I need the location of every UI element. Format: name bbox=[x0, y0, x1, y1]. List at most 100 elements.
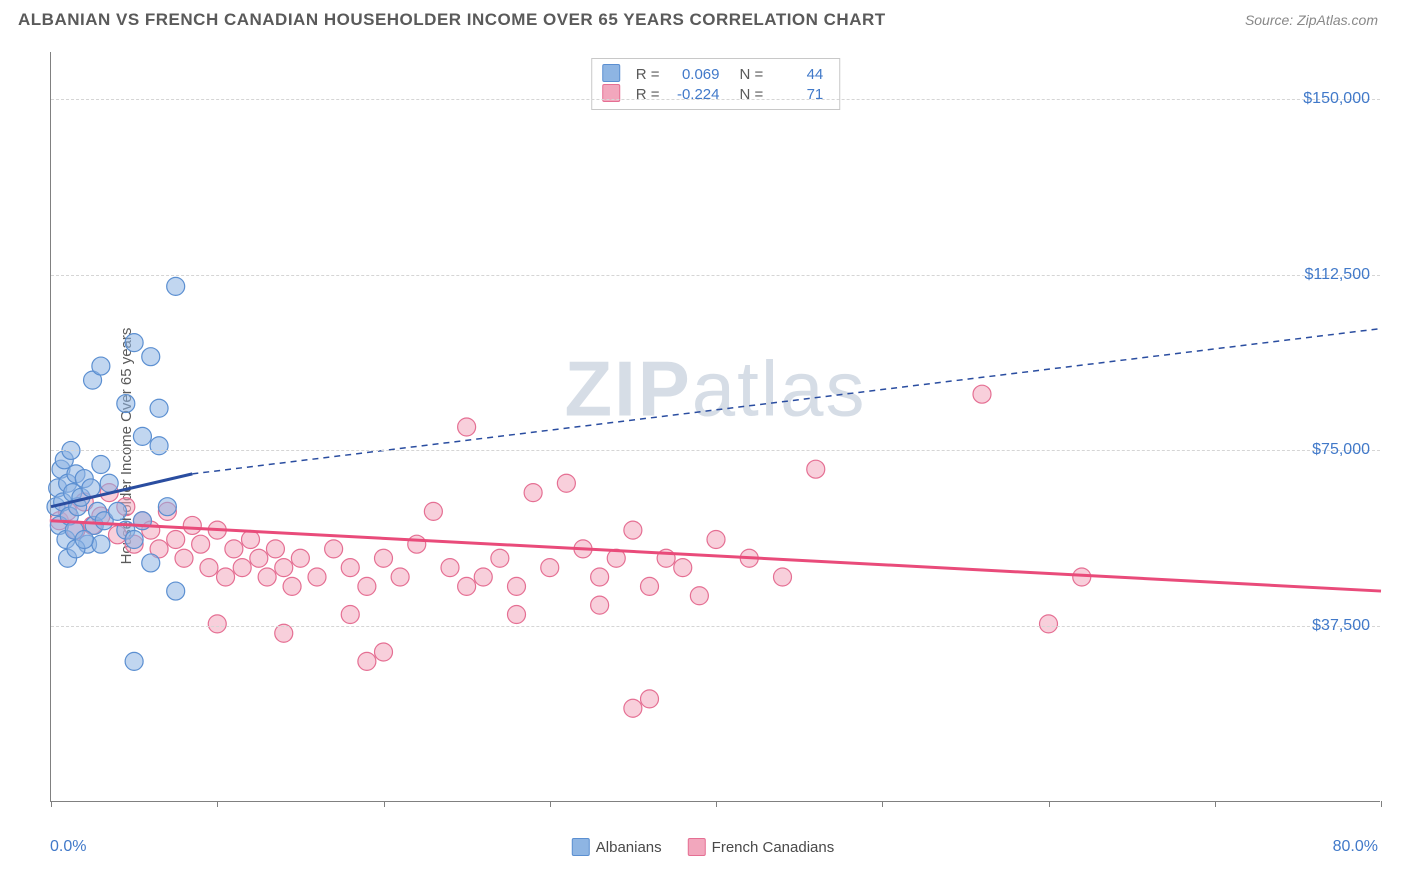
legend-swatch bbox=[602, 64, 620, 82]
data-point bbox=[75, 531, 93, 549]
data-point bbox=[325, 540, 343, 558]
data-point bbox=[109, 502, 127, 520]
stat-r-label: R = bbox=[636, 86, 660, 103]
data-point bbox=[175, 549, 193, 567]
data-point bbox=[391, 568, 409, 586]
stat-n-label: N = bbox=[740, 86, 764, 103]
data-point bbox=[92, 535, 110, 553]
data-point bbox=[142, 554, 160, 572]
data-point bbox=[408, 535, 426, 553]
legend-item: Albanians bbox=[572, 839, 662, 857]
gridline bbox=[51, 99, 1380, 100]
x-axis-min-label: 0.0% bbox=[50, 838, 86, 856]
data-point bbox=[441, 559, 459, 577]
data-point bbox=[524, 484, 542, 502]
data-point bbox=[117, 395, 135, 413]
data-point bbox=[250, 549, 268, 567]
legend-swatch bbox=[688, 838, 706, 856]
stat-n-value: 71 bbox=[773, 86, 823, 103]
y-tick-label: $112,500 bbox=[1304, 266, 1370, 284]
data-point bbox=[82, 479, 100, 497]
legend-swatch bbox=[572, 838, 590, 856]
y-tick-label: $37,500 bbox=[1312, 617, 1370, 635]
trend-line-dashed bbox=[192, 329, 1381, 474]
data-point bbox=[217, 568, 235, 586]
source-label: Source: ZipAtlas.com bbox=[1245, 12, 1378, 28]
stat-r-label: R = bbox=[636, 66, 660, 83]
data-point bbox=[474, 568, 492, 586]
chart-title: ALBANIAN VS FRENCH CANADIAN HOUSEHOLDER … bbox=[18, 10, 886, 30]
data-point bbox=[125, 531, 143, 549]
data-point bbox=[341, 559, 359, 577]
data-point bbox=[458, 418, 476, 436]
data-point bbox=[491, 549, 509, 567]
stats-legend-row: R = -0.224 N = 71 bbox=[602, 84, 824, 104]
data-point bbox=[1040, 615, 1058, 633]
data-point bbox=[125, 334, 143, 352]
chart-plot-area: ZIPatlas R =0.069N =44R =-0.224N =71 $37… bbox=[50, 52, 1380, 802]
x-tick bbox=[550, 801, 551, 807]
data-point bbox=[167, 277, 185, 295]
data-point bbox=[167, 531, 185, 549]
data-point bbox=[150, 399, 168, 417]
data-point bbox=[707, 531, 725, 549]
data-point bbox=[807, 460, 825, 478]
stats-legend: R = 0.069 N = 44 R = -0.224 N = 71 bbox=[591, 58, 841, 110]
x-tick bbox=[716, 801, 717, 807]
legend-label: Albanians bbox=[596, 839, 662, 856]
x-tick bbox=[1381, 801, 1382, 807]
data-point bbox=[458, 577, 476, 595]
data-point bbox=[142, 348, 160, 366]
data-point bbox=[541, 559, 559, 577]
data-point bbox=[641, 690, 659, 708]
stat-n-label: N = bbox=[740, 66, 764, 83]
data-point bbox=[308, 568, 326, 586]
data-point bbox=[774, 568, 792, 586]
data-point bbox=[208, 615, 226, 633]
data-point bbox=[624, 521, 642, 539]
data-point bbox=[150, 437, 168, 455]
data-point bbox=[508, 606, 526, 624]
x-tick bbox=[217, 801, 218, 807]
scatter-svg bbox=[51, 52, 1380, 801]
data-point bbox=[233, 559, 251, 577]
gridline bbox=[51, 450, 1380, 451]
data-point bbox=[200, 559, 218, 577]
stat-n-value: 44 bbox=[773, 66, 823, 83]
data-point bbox=[266, 540, 284, 558]
data-point bbox=[275, 559, 293, 577]
data-point bbox=[125, 652, 143, 670]
legend-item: French Canadians bbox=[688, 839, 835, 857]
data-point bbox=[375, 549, 393, 567]
data-point bbox=[358, 577, 376, 595]
x-tick bbox=[882, 801, 883, 807]
data-point bbox=[375, 643, 393, 661]
data-point bbox=[133, 427, 151, 445]
stat-r-value: -0.224 bbox=[670, 86, 720, 103]
stat-r-value: 0.069 bbox=[670, 66, 720, 83]
data-point bbox=[167, 582, 185, 600]
gridline bbox=[51, 275, 1380, 276]
data-point bbox=[973, 385, 991, 403]
data-point bbox=[92, 456, 110, 474]
data-point bbox=[225, 540, 243, 558]
series-legend: Albanians French Canadians bbox=[572, 839, 834, 857]
data-point bbox=[690, 587, 708, 605]
data-point bbox=[283, 577, 301, 595]
legend-label: French Canadians bbox=[712, 839, 835, 856]
x-tick bbox=[1049, 801, 1050, 807]
data-point bbox=[358, 652, 376, 670]
x-tick bbox=[384, 801, 385, 807]
data-point bbox=[192, 535, 210, 553]
data-point bbox=[92, 357, 110, 375]
data-point bbox=[557, 474, 575, 492]
stats-legend-row: R = 0.069 N = 44 bbox=[602, 64, 824, 84]
x-axis-max-label: 80.0% bbox=[1333, 838, 1378, 856]
y-tick-label: $75,000 bbox=[1312, 441, 1370, 459]
data-point bbox=[508, 577, 526, 595]
data-point bbox=[424, 502, 442, 520]
data-point bbox=[641, 577, 659, 595]
data-point bbox=[100, 474, 118, 492]
x-tick bbox=[1215, 801, 1216, 807]
data-point bbox=[674, 559, 692, 577]
